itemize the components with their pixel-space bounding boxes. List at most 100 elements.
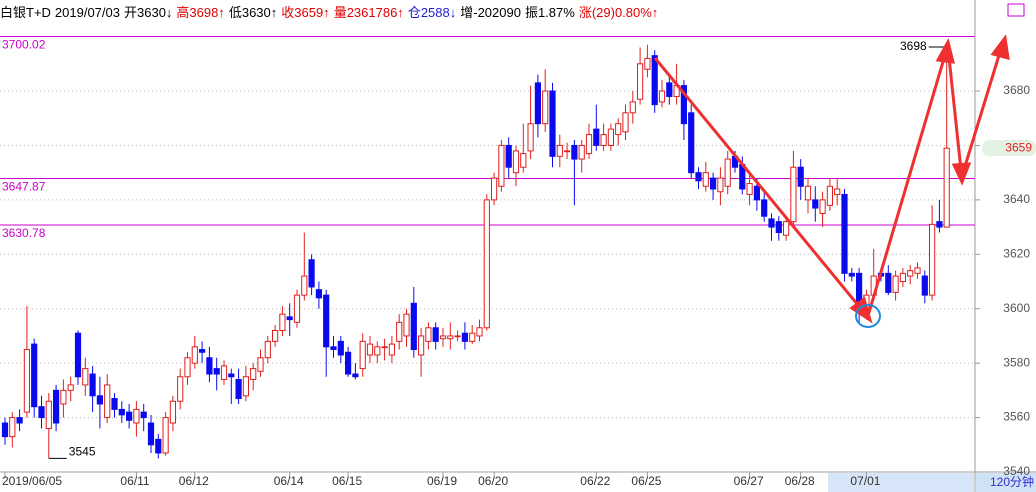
arrow [960,51,1002,177]
candle-body [279,313,286,331]
candle-body [330,346,337,351]
quote-field: 仓2588↓ [407,5,457,20]
candle-body [527,123,534,152]
candle-body [345,351,352,375]
candle-body [753,185,760,201]
candle-body [301,275,308,296]
candle-body [315,289,322,299]
candle-body [556,144,563,157]
candle-body [498,144,505,187]
candle-body [242,376,250,397]
candle-body [359,340,366,370]
candle-body [177,376,184,402]
x-tick-label: 06/22 [580,474,610,488]
candle-body [454,335,461,338]
candle-body [783,221,790,236]
candle-body [600,134,607,146]
candle-body [512,150,520,174]
arrow [866,54,947,317]
selection-band [828,473,974,492]
candle-body [695,172,702,182]
candle-body [921,275,928,296]
candle-body [272,329,279,342]
level-label: 3700.02 [2,38,46,52]
candle-body [403,313,410,337]
candle-body [841,193,848,274]
x-tick-label: 06/20 [478,474,508,488]
y-tick-label: 3560 [1003,410,1030,424]
candle-body [549,90,556,157]
candle-body [45,400,52,429]
candle-body [571,144,578,160]
candle-body [23,349,30,413]
candle-body [622,112,629,133]
quote-field: 低3630↑ [228,5,278,20]
candle-body [907,270,914,277]
y-tick-label: 3680 [1003,83,1030,97]
candle-body [710,177,717,190]
candle-body [89,373,96,397]
level-label: 3647.87 [2,180,46,194]
candle-body [264,340,271,359]
x-tick-label: 06/25 [631,474,661,488]
period-label: 120分钟 [990,474,1034,489]
x-tick-label: 06/19 [427,474,457,488]
candle-body [82,368,89,386]
candle-body [804,185,812,201]
candle-body [410,302,417,351]
candle-body [432,327,439,342]
level-label: 3630.78 [2,226,46,240]
candle-body [31,343,38,408]
candle-body [483,199,490,329]
y-tick-label: 3600 [1003,301,1030,315]
candle-body [53,389,60,424]
candle-body [228,373,235,378]
x-tick-label: 07/01 [850,474,880,488]
candle-body [491,177,498,201]
candle-body [651,55,658,106]
candle-body [658,90,666,103]
candle-body [126,411,133,421]
y-tick-label: 3620 [1003,246,1030,260]
candle-body [418,335,425,356]
candle-body [717,177,724,193]
quote-field: 量2361786↑ [333,5,404,20]
candle-body [534,82,541,125]
candle-body [111,398,118,410]
highlight-circle [855,304,881,328]
high-label: 3698 [900,39,927,53]
candle-body [542,90,549,125]
plot: 354035603580360036203640366036803700.023… [0,36,1036,488]
quote-field: 高3698↑ [176,5,225,20]
candle-body [191,346,198,364]
candle-body [688,112,695,174]
candle-body [637,63,644,100]
candle-body [38,406,45,419]
candle-body [914,267,921,274]
candle-body [155,438,162,454]
candle-body [768,218,775,228]
candle-body [425,327,432,342]
last-price-box [982,140,1036,157]
candle-body [644,57,651,70]
y-tick-label: 3640 [1003,192,1030,206]
candle-body [578,144,585,160]
candle-body [220,365,228,380]
quote-header: 白银T+D 2019/07/03 开3630↓ 高3698↑ 低3630↑ 收3659↑ 量… [0,2,662,22]
x-tick-label: 06/14 [274,474,304,488]
candle-body [16,417,23,424]
candle-body [585,134,593,155]
quote-field: 2019/07/03 [54,5,120,20]
candle-body [308,259,315,288]
arrow [653,57,864,311]
candle-body [476,327,483,337]
candle-body [323,294,330,348]
candle-body [396,321,403,342]
candle-body [797,166,804,187]
candle-body [96,395,104,405]
quote-field: 开3630↓ [124,5,173,20]
candle-body [447,335,454,340]
candle-body [381,346,388,349]
candle-body [74,332,82,378]
